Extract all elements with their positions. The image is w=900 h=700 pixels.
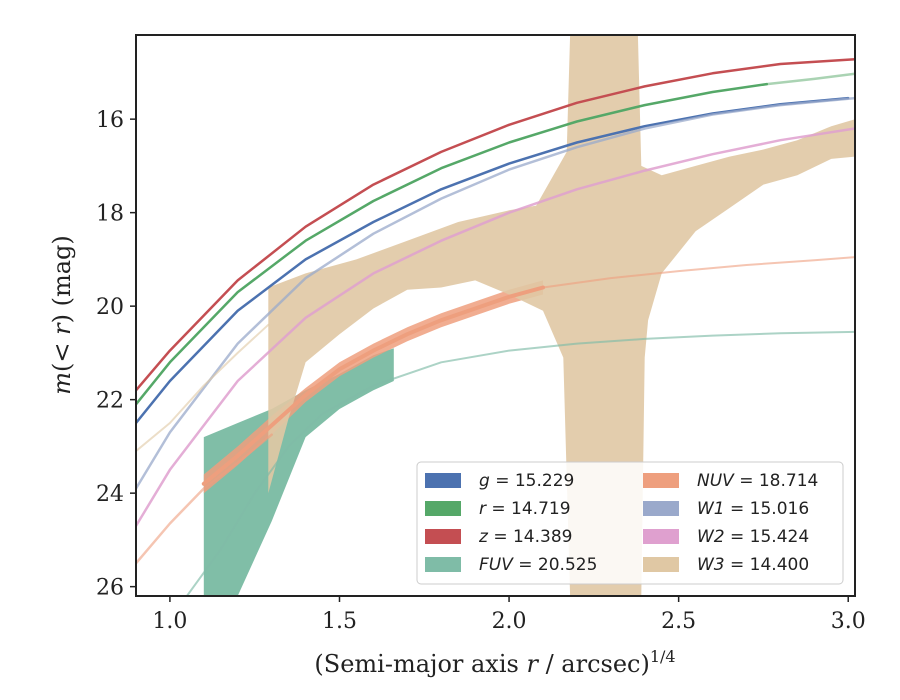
x-tick-label: 2.5 [661,609,696,634]
y-axis-ticks: 16 18 20 22 24 26 [96,108,136,601]
legend: g = 15.229 r = 14.719 z = 14.389 FUV = 20.5… [416,461,844,585]
legend-label-w2: W2 = 15.424 [697,527,809,547]
x-tick-label: 1.0 [152,609,187,634]
y-tick-label: 22 [96,389,124,414]
x-axis-ticks: 1.0 1.5 2.0 2.5 3.0 [152,596,866,634]
y-tick-label: 24 [96,482,124,507]
x-axis-label: (Semi-major axis r / arcsec)1/4 [314,647,675,678]
series-nuv-line [201,285,545,486]
series-nuv-extrapolated-line [136,433,273,565]
series-z-line [136,58,855,392]
y-tick-label: 18 [96,202,124,227]
nuv-band [203,280,544,494]
series-r-line [136,82,769,406]
legend-swatch-r [425,501,461,516]
x-tick-label: 1.5 [322,609,357,634]
y-tick-label: 16 [96,108,124,133]
y-tick-label: 26 [96,576,124,601]
legend-label-z: z = 14.389 [478,527,572,547]
series-w3-extrapolated-line [136,323,270,453]
legend-swatch-w3 [643,557,679,572]
fuv-band [203,348,394,596]
legend-label-fuv: FUV = 20.525 [479,555,597,575]
series-nuv-tail-line [542,256,855,289]
plot-frame [135,34,856,597]
w3-band [268,35,855,596]
legend-swatch-g [425,473,461,488]
legend-box [416,461,844,585]
series-w1-line [136,96,855,490]
legend-swatch-w2 [643,529,679,544]
legend-label-w3: W3 = 14.400 [697,555,809,575]
series-w2-line [136,127,855,528]
legend-swatch-fuv [425,557,461,572]
legend-label-nuv: NUV = 18.714 [697,471,818,491]
bands-layer [203,35,855,596]
y-axis-label: m(< r) (mag) [48,235,76,395]
y-tick-label: 20 [96,295,124,320]
legend-swatch-w1 [643,501,679,516]
x-tick-label: 3.0 [831,609,866,634]
lines-layer [136,58,855,596]
series-r-extrapolated-line [765,72,855,86]
series-fuv-line [185,330,855,596]
legend-label-r: r = 14.719 [479,499,571,519]
legend-swatch-z [425,529,461,544]
legend-label-g: g = 15.229 [479,471,574,491]
legend-label-w1: W1 = 15.016 [697,499,809,519]
legend-swatch-nuv [643,473,679,488]
x-tick-label: 2.0 [492,609,527,634]
